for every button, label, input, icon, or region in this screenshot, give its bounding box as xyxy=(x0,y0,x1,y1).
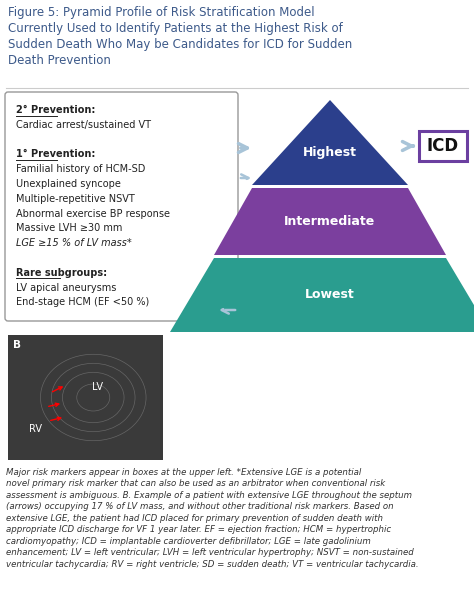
Polygon shape xyxy=(214,188,446,255)
Text: End-stage HCM (EF <50 %): End-stage HCM (EF <50 %) xyxy=(16,297,149,308)
Text: LV: LV xyxy=(92,382,103,393)
Bar xyxy=(8,335,163,460)
Text: Figure 5: Pyramid Profile of Risk Stratification Model
Currently Used to Identif: Figure 5: Pyramid Profile of Risk Strati… xyxy=(8,6,352,67)
Text: Familial history of HCM-SD: Familial history of HCM-SD xyxy=(16,164,146,174)
Polygon shape xyxy=(170,258,474,332)
Text: Unexplained syncope: Unexplained syncope xyxy=(16,179,121,189)
Text: 1° Prevention:: 1° Prevention: xyxy=(16,149,95,160)
FancyBboxPatch shape xyxy=(419,131,467,161)
Text: Intermediate: Intermediate xyxy=(284,215,375,228)
Text: Major risk markers appear in boxes at the upper left. *Extensive LGE is a potent: Major risk markers appear in boxes at th… xyxy=(6,468,419,569)
Text: Multiple-repetitive NSVT: Multiple-repetitive NSVT xyxy=(16,194,135,204)
Text: Highest: Highest xyxy=(303,146,357,159)
Text: Lowest: Lowest xyxy=(305,288,355,302)
Text: ICD: ICD xyxy=(427,137,459,155)
Text: Rare subgroups:: Rare subgroups: xyxy=(16,268,107,278)
Text: Cardiac arrest/sustained VT: Cardiac arrest/sustained VT xyxy=(16,120,151,130)
Text: Massive LVH ≥30 mm: Massive LVH ≥30 mm xyxy=(16,223,122,234)
Polygon shape xyxy=(252,100,408,185)
Text: LV apical aneurysms: LV apical aneurysms xyxy=(16,282,117,293)
Text: B: B xyxy=(13,340,21,350)
Text: Abnormal exercise BP response: Abnormal exercise BP response xyxy=(16,209,170,219)
Text: 2° Prevention:: 2° Prevention: xyxy=(16,105,95,115)
Text: LGE ≥15 % of LV mass*: LGE ≥15 % of LV mass* xyxy=(16,238,132,248)
FancyBboxPatch shape xyxy=(5,92,238,321)
Text: RV: RV xyxy=(29,424,42,434)
